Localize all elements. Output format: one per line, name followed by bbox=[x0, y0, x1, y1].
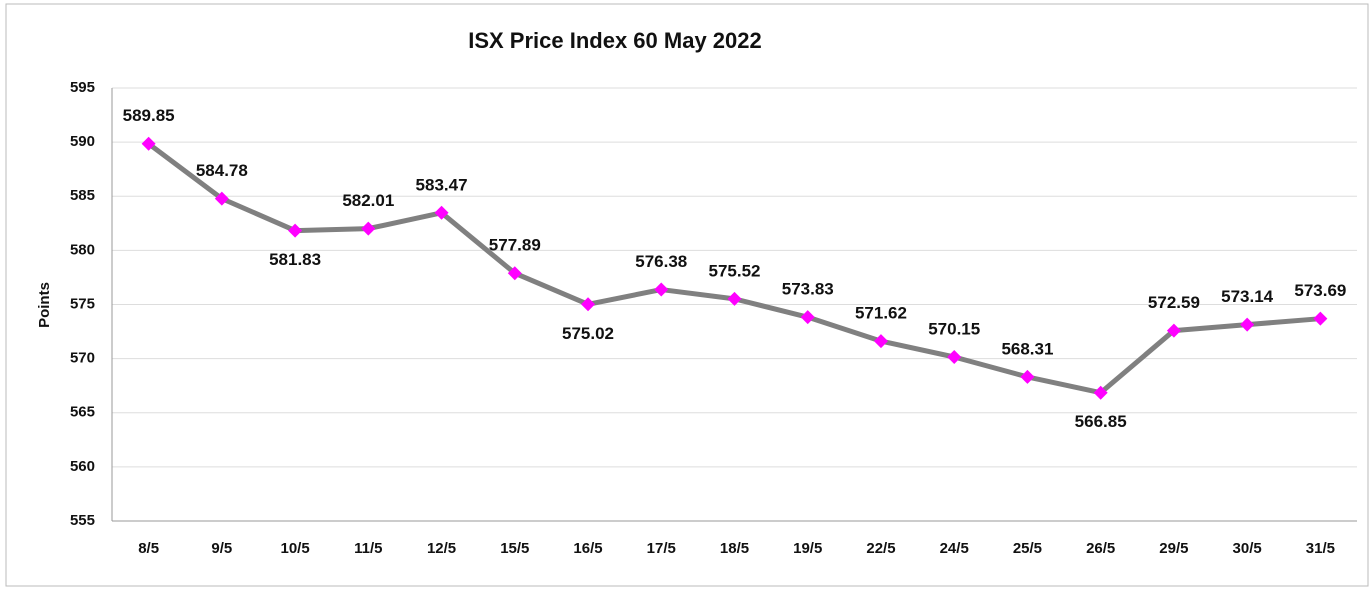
marker bbox=[1240, 317, 1255, 332]
marker bbox=[141, 136, 156, 151]
y-tick-label: 560 bbox=[70, 458, 95, 475]
x-tick-label: 11/5 bbox=[354, 540, 382, 557]
value-label: 571.62 bbox=[855, 304, 907, 323]
x-tick-label: 24/5 bbox=[940, 540, 969, 557]
value-label: 566.85 bbox=[1075, 412, 1127, 431]
x-tick-label: 30/5 bbox=[1233, 540, 1262, 557]
x-tick-label: 26/5 bbox=[1086, 540, 1115, 557]
y-axis-label: Points bbox=[36, 282, 53, 328]
value-label: 584.78 bbox=[196, 161, 248, 180]
marker bbox=[361, 221, 376, 236]
value-label: 577.89 bbox=[489, 236, 541, 255]
marker bbox=[800, 310, 815, 325]
value-label: 589.85 bbox=[123, 106, 175, 125]
marker bbox=[873, 334, 888, 349]
y-tick-label: 595 bbox=[70, 79, 95, 96]
x-tick-label: 17/5 bbox=[647, 540, 676, 557]
x-tick-label: 18/5 bbox=[720, 540, 749, 557]
x-tick-label: 31/5 bbox=[1306, 540, 1335, 557]
y-tick-label: 585 bbox=[70, 187, 95, 204]
y-tick-label: 565 bbox=[70, 404, 95, 421]
y-tick-label: 590 bbox=[70, 133, 95, 150]
x-tick-label: 25/5 bbox=[1013, 540, 1042, 557]
value-label: 573.83 bbox=[782, 280, 834, 299]
x-tick-label: 12/5 bbox=[427, 540, 456, 557]
marker bbox=[1313, 311, 1328, 326]
value-label: 568.31 bbox=[1001, 339, 1053, 358]
x-tick-label: 16/5 bbox=[573, 540, 602, 557]
x-tick-label: 22/5 bbox=[866, 540, 895, 557]
value-label: 582.01 bbox=[342, 191, 394, 210]
value-label: 570.15 bbox=[928, 319, 980, 338]
value-label: 573.14 bbox=[1221, 287, 1274, 306]
x-tick-label: 10/5 bbox=[280, 540, 309, 557]
y-tick-label: 570 bbox=[70, 350, 95, 367]
marker bbox=[434, 205, 449, 220]
y-tick-label: 580 bbox=[70, 241, 95, 258]
value-label: 575.02 bbox=[562, 324, 614, 343]
marker bbox=[947, 350, 962, 365]
marker bbox=[1166, 323, 1181, 338]
y-tick-label: 575 bbox=[70, 295, 95, 312]
marker bbox=[727, 291, 742, 306]
x-tick-label: 8/5 bbox=[138, 540, 159, 557]
x-tick-label: 9/5 bbox=[211, 540, 232, 557]
y-tick-label: 555 bbox=[70, 512, 95, 529]
marker bbox=[214, 191, 229, 206]
x-tick-label: 15/5 bbox=[500, 540, 529, 557]
value-label: 575.52 bbox=[709, 261, 761, 280]
marker bbox=[288, 223, 303, 238]
marker bbox=[507, 266, 522, 281]
chart-title: ISX Price Index 60 May 2022 bbox=[468, 28, 762, 53]
marker bbox=[654, 282, 669, 297]
value-label: 572.59 bbox=[1148, 293, 1200, 312]
marker bbox=[1093, 385, 1108, 400]
value-label: 573.69 bbox=[1294, 281, 1346, 300]
value-label: 583.47 bbox=[416, 175, 468, 194]
marker bbox=[1020, 369, 1035, 384]
marker bbox=[581, 297, 596, 312]
value-label: 576.38 bbox=[635, 252, 687, 271]
value-label: 581.83 bbox=[269, 250, 321, 269]
x-tick-label: 29/5 bbox=[1159, 540, 1188, 557]
x-tick-label: 19/5 bbox=[793, 540, 822, 557]
